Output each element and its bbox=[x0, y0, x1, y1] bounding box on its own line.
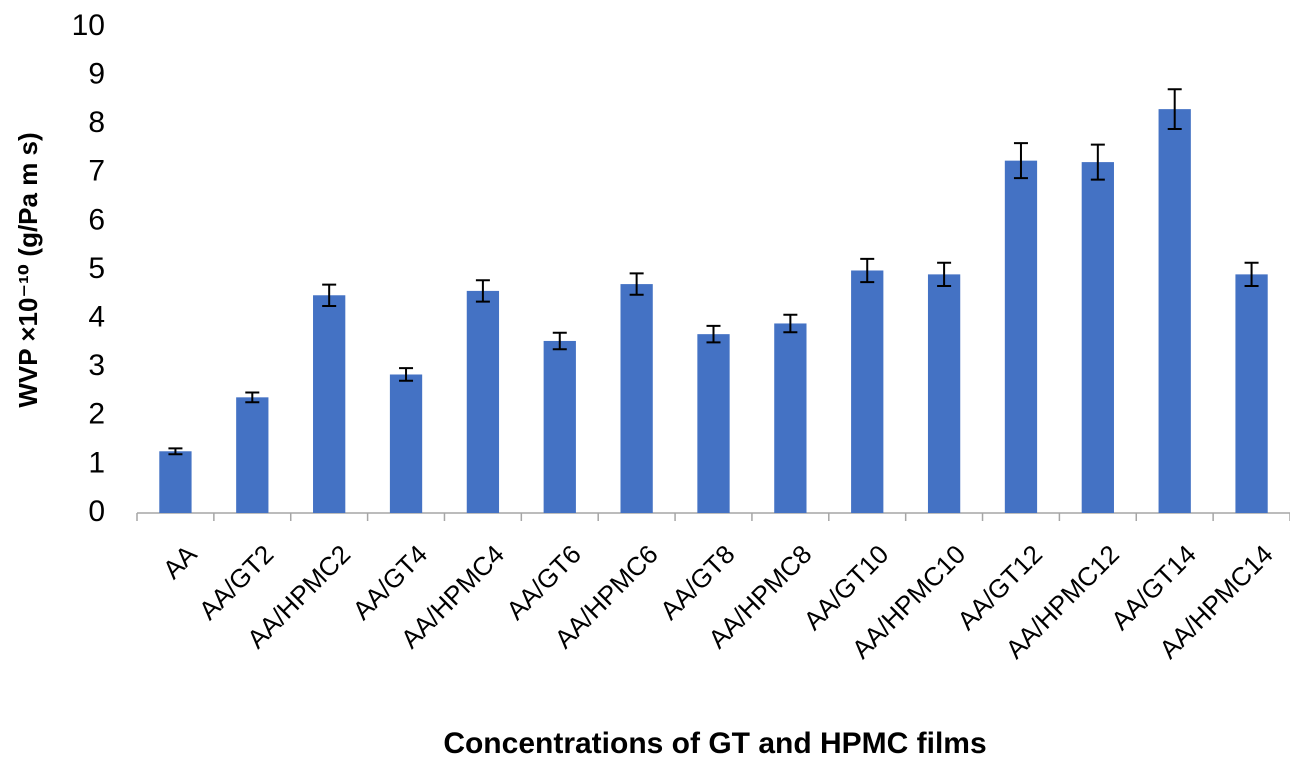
x-tick-label: AA bbox=[157, 538, 203, 584]
bar bbox=[313, 295, 346, 513]
error-bar bbox=[322, 283, 337, 307]
bar bbox=[543, 340, 576, 513]
error-bar bbox=[399, 367, 414, 382]
bar bbox=[697, 334, 730, 513]
x-axis-title: Concentrations of GT and HPMC films bbox=[443, 727, 986, 759]
bar bbox=[1004, 160, 1038, 513]
error-bar bbox=[1244, 261, 1259, 288]
bar bbox=[466, 290, 500, 513]
y-tick-label: 1 bbox=[88, 446, 105, 479]
bar bbox=[389, 374, 423, 513]
y-tick-label: 10 bbox=[72, 9, 105, 42]
error-bar bbox=[860, 257, 875, 284]
bar bbox=[236, 397, 269, 513]
bar bbox=[159, 451, 192, 513]
error-bar bbox=[783, 313, 798, 334]
bar bbox=[620, 284, 653, 513]
y-axis-title: WVP ×10⁻¹⁰ (g/Pa m s) bbox=[13, 132, 43, 407]
error-bar bbox=[245, 391, 260, 404]
bar bbox=[1235, 274, 1268, 513]
y-tick-label: 5 bbox=[88, 252, 105, 285]
bar bbox=[927, 274, 961, 513]
bar bbox=[774, 323, 807, 513]
bar bbox=[1158, 109, 1191, 513]
y-tick-label: 4 bbox=[88, 301, 105, 334]
y-tick-label: 7 bbox=[88, 155, 105, 188]
y-tick-label: 3 bbox=[88, 349, 105, 382]
error-bar bbox=[1090, 143, 1105, 181]
y-tick-label: 8 bbox=[88, 106, 105, 139]
error-bar bbox=[706, 324, 721, 344]
y-tick-label: 0 bbox=[88, 495, 105, 528]
error-bar bbox=[1167, 88, 1182, 131]
error-bar bbox=[1013, 142, 1028, 180]
error-bar bbox=[552, 331, 567, 351]
bar bbox=[1081, 162, 1114, 513]
error-bar bbox=[937, 261, 952, 288]
error-bar bbox=[475, 279, 490, 303]
y-tick-label: 2 bbox=[88, 398, 105, 431]
bar bbox=[851, 270, 884, 513]
error-bar bbox=[168, 447, 183, 456]
y-tick-label: 9 bbox=[88, 58, 105, 91]
y-tick-label: 6 bbox=[88, 203, 105, 236]
error-bar bbox=[629, 272, 644, 296]
